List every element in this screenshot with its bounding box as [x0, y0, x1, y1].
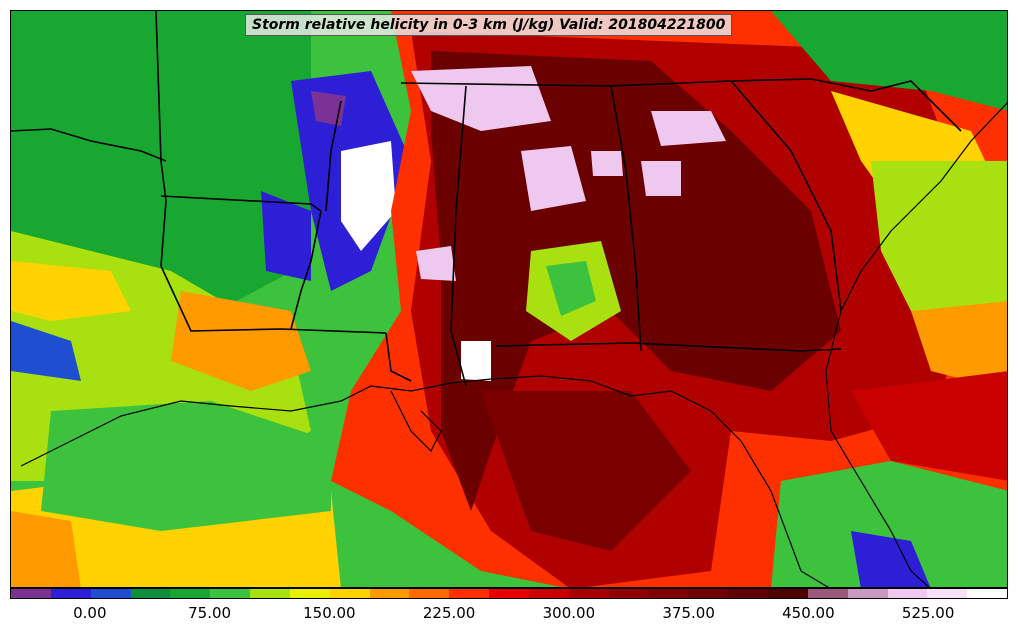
colorbar-bin — [329, 589, 370, 598]
colorbar-tick-label: 525.00 — [901, 604, 955, 622]
boundary-al-ga — [610, 85, 642, 352]
colorbar-bin — [528, 589, 569, 598]
colorbar-bin — [409, 589, 450, 598]
colorbar-bin — [210, 589, 251, 598]
colorbar-bin — [608, 589, 649, 598]
field-pink-2 — [521, 146, 586, 211]
boundary-ms-river — [290, 210, 322, 330]
field-pink-4 — [416, 246, 456, 281]
field-texas-orange — [171, 291, 311, 391]
boundary-ar-north — [160, 195, 322, 212]
field-pink-7 — [591, 151, 623, 176]
colorbar-tick-label: 450.00 — [782, 604, 835, 622]
colorbar-bin — [369, 589, 410, 598]
colorbar-bin — [289, 589, 330, 598]
colorbar-bin — [250, 589, 290, 598]
field-white-patch — [341, 141, 396, 251]
colorbar-tick-label: 300.00 — [542, 604, 596, 622]
colorbar-bin — [967, 589, 1008, 598]
colorbar-bin — [449, 589, 490, 598]
field-blue-tx — [11, 321, 81, 381]
field-se-yellowgreen — [871, 161, 1007, 331]
coast-mississippi-delta — [390, 390, 442, 453]
coast-texas — [20, 375, 829, 587]
colorbar-bin — [50, 589, 91, 598]
colorbar-bin — [688, 589, 729, 598]
boundary-sc-nc — [870, 80, 962, 132]
field-pink-3 — [641, 161, 681, 196]
boundary-ar-la — [160, 265, 387, 334]
colorbar-bin — [887, 589, 928, 598]
colorbar-tick-label: 375.00 — [662, 604, 715, 622]
field-fl-red — [851, 371, 1007, 481]
colorbar-bin — [130, 589, 171, 598]
boundary-panhandle — [155, 11, 167, 267]
field-pink-6 — [651, 111, 726, 146]
colorbar-tick-label: 75.00 — [188, 604, 232, 622]
helicity-field-map — [11, 11, 1007, 587]
colorbar-bin — [807, 589, 848, 598]
field-se-orange — [911, 301, 1007, 391]
colorbar-bin — [648, 589, 689, 598]
colorbar-tick-label: 150.00 — [303, 604, 356, 622]
colorbar-tick-label: 0.00 — [73, 604, 107, 622]
state-boundaries — [11, 11, 962, 387]
field-ne-green — [771, 11, 1007, 111]
boundary-ms-al — [450, 85, 467, 387]
field-blue-west — [261, 191, 311, 281]
colorbar-bin — [728, 589, 769, 598]
colorbar-bin — [170, 589, 211, 598]
field-texas-orange2 — [11, 261, 131, 321]
colorbar-bin — [927, 589, 968, 598]
colorbar-bin — [847, 589, 888, 598]
colorbar-bin — [489, 589, 529, 598]
boundary-ga-sc — [730, 80, 842, 312]
boundary-al-fl — [495, 342, 842, 352]
coastlines — [20, 102, 1007, 587]
field-pink-5 — [461, 341, 491, 381]
map-title: Storm relative helicity in 0-3 km (J/kg)… — [245, 14, 733, 36]
colorbar-ticks: 0.00 75.00 150.00 225.00 300.00 375.00 450.00 5… — [10, 600, 1008, 630]
colorbar — [10, 588, 1008, 599]
colorbar-bin — [568, 589, 609, 598]
field-sw-orange — [11, 511, 81, 587]
colorbar-tick-label: 225.00 — [422, 604, 476, 622]
boundary-ms-west — [325, 100, 342, 212]
field-purple-patch — [311, 91, 346, 126]
coast-atlantic — [825, 102, 1007, 587]
field-al-pocket-green — [546, 261, 596, 316]
field-gulf-green — [41, 401, 331, 531]
colorbar-bin — [768, 589, 808, 598]
map-panel — [10, 10, 1008, 588]
colorbar-bin — [11, 589, 51, 598]
field-fl-green — [771, 461, 1007, 587]
colorbar-bin — [90, 589, 131, 598]
field-pink-1 — [411, 66, 551, 131]
boundary-la-ms — [385, 332, 412, 382]
field-fl-blue — [851, 531, 931, 587]
boundary-ok-tx — [11, 128, 167, 162]
field-maroon-fl — [481, 391, 691, 551]
